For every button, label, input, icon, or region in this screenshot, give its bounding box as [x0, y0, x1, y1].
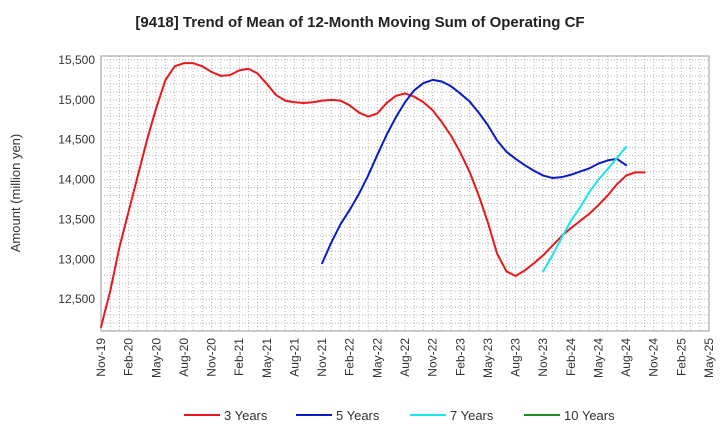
chart-title: [9418] Trend of Mean of 12-Month Moving … — [135, 14, 584, 31]
x-tick-label: Nov-19 — [94, 338, 108, 377]
x-tick-label: Feb-23 — [453, 338, 467, 376]
x-tick-label: Feb-20 — [122, 338, 136, 376]
series-group — [100, 62, 646, 329]
x-tick-label: May-24 — [591, 338, 605, 378]
series-line-7-years — [542, 145, 628, 273]
y-tick-label: 12,500 — [58, 292, 95, 306]
x-tick-label: Feb-24 — [564, 338, 578, 376]
x-tick-label: Nov-22 — [426, 338, 440, 377]
y-tick-label: 15,000 — [58, 93, 95, 107]
y-tick-label: 14,000 — [58, 173, 95, 187]
legend-label-3-years: 3 Years — [224, 408, 268, 423]
legend: 3 Years 5 Years 7 Years 10 Years — [184, 408, 615, 423]
x-axis: Nov-19 Feb-20 May-20 Aug-20 Nov-20 Feb-21 May-… — [94, 338, 716, 378]
x-tick-label: Aug-22 — [398, 338, 412, 377]
grid — [100, 56, 710, 332]
x-tick-label: Feb-21 — [232, 338, 246, 376]
x-tick-label: Nov-21 — [315, 338, 329, 377]
x-tick-label: May-22 — [370, 338, 384, 378]
x-tick-label: Aug-23 — [509, 338, 523, 377]
y-tick-label: 13,500 — [58, 212, 95, 226]
x-tick-label: Aug-24 — [619, 338, 633, 377]
y-axis-label: Amount (million yen) — [8, 134, 23, 253]
x-tick-label: May-25 — [702, 338, 716, 378]
y-tick-label: 15,500 — [58, 53, 95, 67]
y-tick-label: 13,000 — [58, 252, 95, 266]
y-axis: 12,500 13,000 13,500 14,000 14,500 15,000 15,5… — [58, 53, 95, 306]
x-tick-label: Nov-24 — [647, 338, 661, 377]
x-tick-label: Nov-20 — [205, 338, 219, 377]
legend-label-10-years: 10 Years — [564, 408, 615, 423]
x-tick-label: May-23 — [481, 338, 495, 378]
legend-label-5-years: 5 Years — [336, 408, 380, 423]
x-tick-label: May-21 — [260, 338, 274, 378]
x-tick-label: Nov-23 — [536, 338, 550, 377]
x-tick-label: Aug-20 — [177, 338, 191, 377]
legend-label-7-years: 7 Years — [450, 408, 494, 423]
x-tick-label: Feb-22 — [343, 338, 357, 376]
x-tick-label: Feb-25 — [674, 338, 688, 376]
plot-frame — [100, 55, 710, 332]
x-tick-label: May-20 — [149, 338, 163, 378]
x-tick-label: Aug-21 — [287, 338, 301, 377]
series-line-3-years — [100, 62, 646, 329]
series-line-5-years — [321, 78, 628, 265]
y-tick-label: 14,500 — [58, 133, 95, 147]
